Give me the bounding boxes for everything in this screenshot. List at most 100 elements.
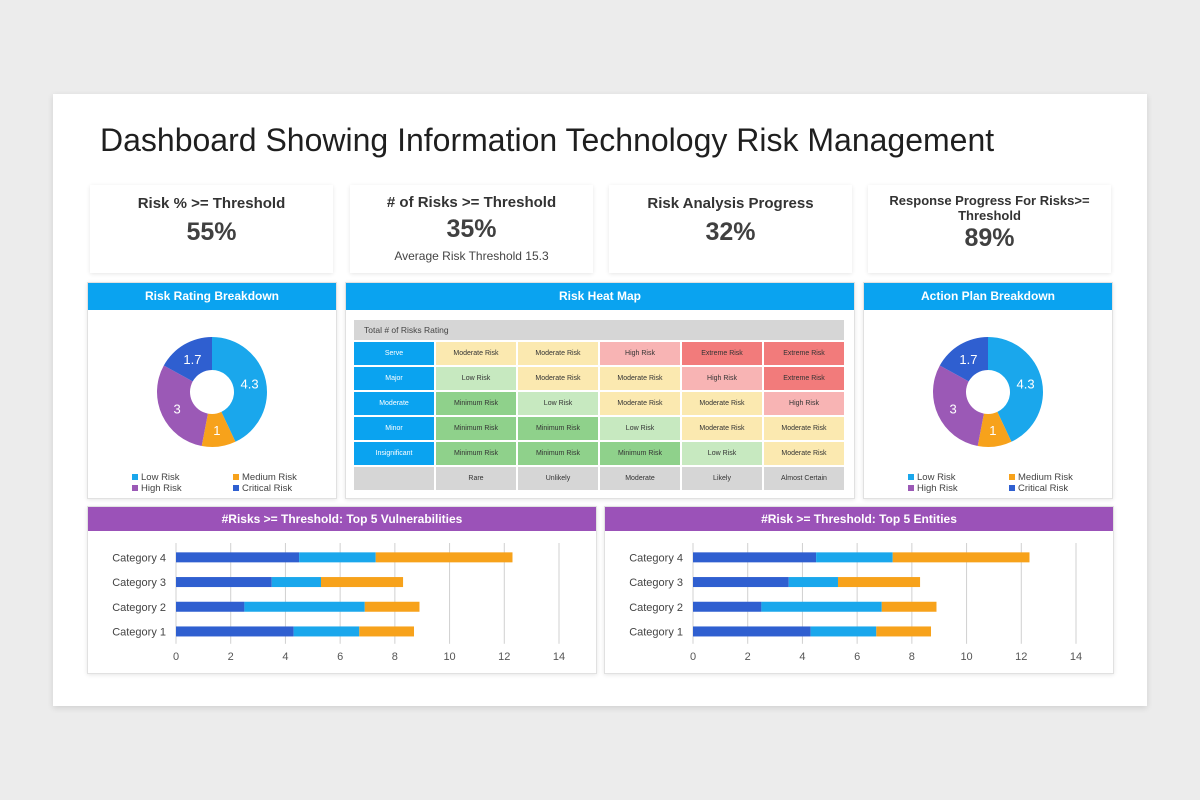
x-tick-label: 6 [337,651,343,663]
x-tick-label: 6 [854,651,860,663]
heat-map-header: Total # of Risks Rating [354,320,844,340]
heat-map-column-label: Unlikely [518,467,598,490]
x-tick-label: 12 [498,651,510,663]
bar-segment [359,626,415,637]
heat-map-row-label: Serve [354,342,434,365]
donut-slice-high-risk [933,365,984,447]
bar-segment [271,577,321,588]
heat-map-cell: Minimum Risk [518,417,598,440]
kpi-subtext: Average Risk Threshold 15.3 [394,249,549,263]
bar-segment [881,601,937,612]
donut-data-label: 4.3 [241,377,259,392]
vulnerabilities-bar-chart: 0 2 4 6 8 10 12 14 Category 1 Category 2 Category … [112,543,565,663]
heat-map-grid: Serve Moderate Risk Moderate Risk High Risk… [354,342,844,490]
heat-map-cell: Low Risk [436,367,516,390]
bar-segment [788,577,838,588]
legend-label: Low Risk [141,472,180,483]
legend-label: Critical Risk [1018,483,1069,494]
x-tick-label: 8 [392,651,398,663]
page-title: Dashboard Showing Information Technology… [100,122,995,158]
legend-swatch [233,474,239,481]
heat-map-column-label: Almost Certain [764,467,844,490]
y-category-label: Category 2 [629,602,683,614]
heat-map-cell: Minimum Risk [436,392,516,415]
risk-rating-donut-chart: 4.3 1 3 1.7 [157,337,267,447]
risk-heat-map-panel: Risk Heat Map Total # of Risks Rating Se… [345,282,855,499]
legend-swatch [908,474,914,481]
action-plan-donut-chart: 4.3 1 3 1.7 [933,337,1043,447]
bar-segment [320,577,404,588]
bar-segment [693,626,811,637]
x-tick-label: 8 [909,651,915,663]
legend-label: High Risk [917,483,958,494]
legend-swatch [908,485,914,492]
legend-label: High Risk [141,483,182,494]
heat-map-cell: Minimum Risk [600,442,680,465]
x-tick-label: 2 [228,651,234,663]
panel-header: #Risks >= Threshold: Top 5 Vulnerabiliti… [88,507,596,531]
entities-bar-chart: 0 2 4 6 8 10 12 14 Category 1 Category 2 Category … [629,543,1082,663]
legend-swatch [132,485,138,492]
x-tick-label: 0 [173,651,179,663]
legend-item-high: High Risk [132,483,182,494]
panel-header: Risk Heat Map [346,283,854,310]
bar-segment [876,626,932,637]
kpi-label: Response Progress For Risks>= Threshold [889,193,1090,223]
heat-map-row-label: Minor [354,417,434,440]
y-category-label: Category 4 [629,552,683,564]
heat-map-cell: Low Risk [518,392,598,415]
bar-segment [892,552,1030,563]
y-category-label: Category 2 [112,602,166,614]
heat-map-cell: Minimum Risk [518,442,598,465]
heat-map-cell: High Risk [682,367,762,390]
bar-segment [293,626,360,637]
legend-label: Low Risk [917,472,956,483]
legend-label: Medium Risk [242,472,297,483]
heat-map-cell: Minimum Risk [436,442,516,465]
heat-map-cell: Minimum Risk [436,417,516,440]
heat-map-row-label: Moderate [354,392,434,415]
legend-swatch [1009,474,1015,481]
legend-item-low: Low Risk [132,472,180,483]
y-category-label: Category 4 [112,552,166,564]
legend-item-medium: Medium Risk [233,472,297,483]
heat-map-cell: High Risk [600,342,680,365]
donut-data-label: 1.7 [183,352,201,367]
dashboard-slide: Dashboard Showing Information Technology… [53,94,1147,706]
legend-item-low: Low Risk [908,472,956,483]
legend-label: Critical Risk [242,483,293,494]
donut-data-label: 4.3 [1017,377,1035,392]
heat-map-cell: Moderate Risk [436,342,516,365]
bar-segment [176,601,245,612]
x-tick-label: 0 [690,651,696,663]
donut-data-label: 1.7 [959,352,977,367]
heat-map-row-label: Insignificant [354,442,434,465]
kpi-label: Risk % >= Threshold [137,195,286,212]
heat-map-row-label: Major [354,367,434,390]
heat-map-column-label: Moderate [600,467,680,490]
donut-slice-medium-risk [977,411,1012,447]
heat-map-cell: Low Risk [600,417,680,440]
kpi-value: 55% [186,218,237,246]
legend-swatch [132,474,138,481]
donut-data-label: 1 [213,423,220,438]
legend-item-medium: Medium Risk [1009,472,1073,483]
x-tick-label: 10 [443,651,455,663]
kpi-risk-percent: Risk % >= Threshold 55% [90,185,333,273]
bar-segment [816,552,893,563]
entities-panel: #Risk >= Threshold: Top 5 Entities 0 2 4 6 8… [604,506,1114,674]
heat-map-cell: Extreme Risk [682,342,762,365]
x-tick-label: 14 [553,651,565,663]
kpi-risks-count: # of Risks >= Threshold 35% Average Risk… [350,185,593,273]
heat-map-column-label: Rare [436,467,516,490]
bar-segment [176,626,294,637]
bar-segment [693,601,762,612]
heat-map-cell: Extreme Risk [764,342,844,365]
heat-map-cell: Moderate Risk [682,417,762,440]
action-plan-panel: Action Plan Breakdown 4.3 1 3 1.7 Low Risk … [863,282,1113,499]
bar-segment [810,626,877,637]
bar-segment [693,577,789,588]
heat-map-cell: Moderate Risk [682,392,762,415]
donut-data-label: 1 [989,423,996,438]
bar-segment [244,601,365,612]
